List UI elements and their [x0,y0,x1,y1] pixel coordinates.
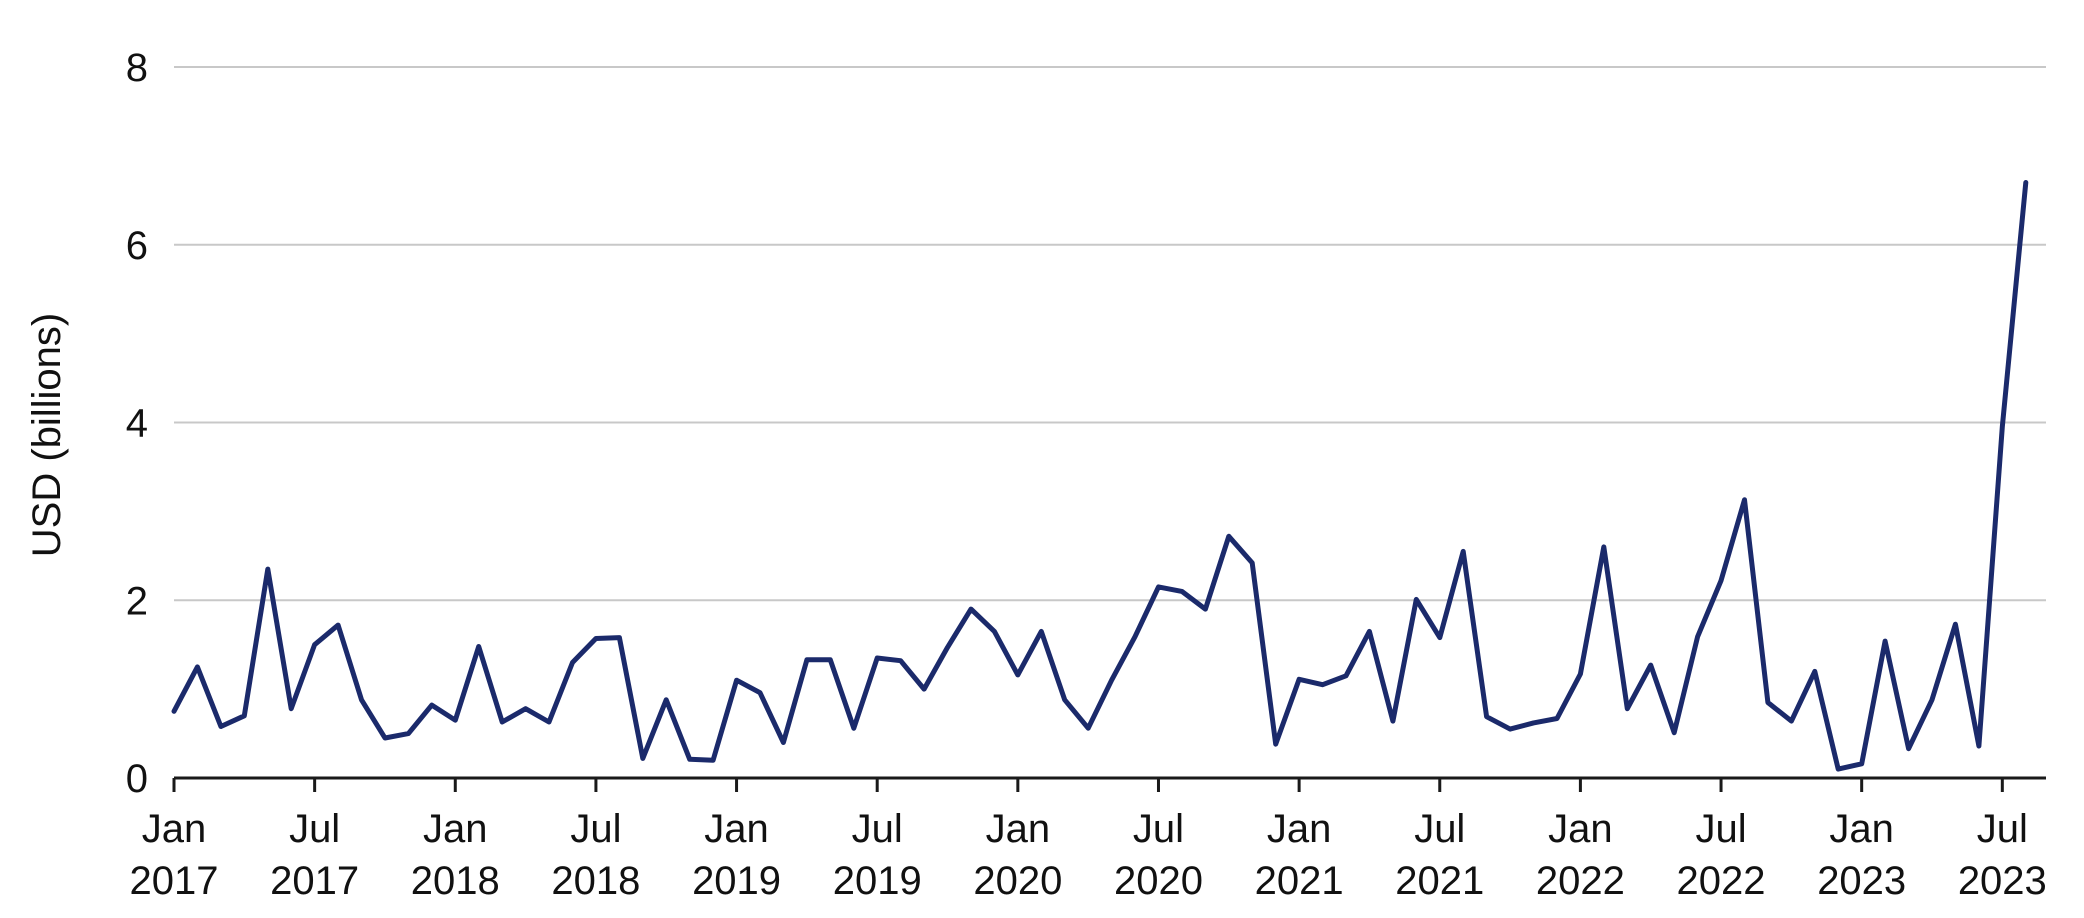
x-tick-label-year: 2017 [270,859,359,903]
x-axis-tick-labels: Jan 2017 Jul 2017 Jan 2018 Jul 2018 Jan 2019 Jul 20… [130,807,2047,903]
x-tick-label-year: 2023 [1817,859,1906,903]
x-tick-label-month: Jul [852,807,903,851]
x-tick-label-year: 2018 [411,859,500,903]
x-tick-label-month: Jul [570,807,621,851]
x-axis [172,776,2046,792]
x-tick-label-month: Jan [986,807,1051,851]
x-tick-label-year: 2021 [1395,859,1484,903]
x-tick-label-year: 2019 [692,859,781,903]
x-tick-label-year: 2022 [1677,859,1766,903]
series-line-0 [171,180,2029,772]
y-tick-label-2: 2 [126,579,148,623]
x-tick-label-month: Jul [1133,807,1184,851]
y-tick-label-8: 8 [126,46,148,90]
gridlines [174,66,2046,602]
x-tick-label-year: 2021 [1255,859,1344,903]
x-tick-label-month: Jul [1977,807,2028,851]
x-tick-label-year: 2023 [1958,859,2047,903]
y-tick-label-6: 6 [126,224,148,268]
x-tick-label-month: Jan [704,807,769,851]
x-tick-label-month: Jan [1548,807,1613,851]
x-tick-label-year: 2017 [130,859,219,903]
x-tick-label-month: Jan [1829,807,1894,851]
y-axis-title: USD (billions) [25,313,69,558]
x-tick-label-month: Jan [1267,807,1332,851]
x-tick-label-year: 2018 [551,859,640,903]
y-tick-label-0: 0 [126,757,148,801]
x-tick-label-year: 2020 [1114,859,1203,903]
x-tick-label-month: Jul [1695,807,1746,851]
x-tick-label-year: 2020 [973,859,1062,903]
x-tick-label-month: Jan [423,807,488,851]
x-tick-label-month: Jan [142,807,207,851]
x-tick-label-year: 2019 [833,859,922,903]
series-layer [171,180,2029,772]
x-tick-label-year: 2022 [1536,859,1625,903]
y-axis-tick-labels: 0 2 4 6 8 [126,46,148,801]
x-tick-label-month: Jul [289,807,340,851]
x-tick-label-month: Jul [1414,807,1465,851]
y-tick-label-4: 4 [126,402,148,446]
